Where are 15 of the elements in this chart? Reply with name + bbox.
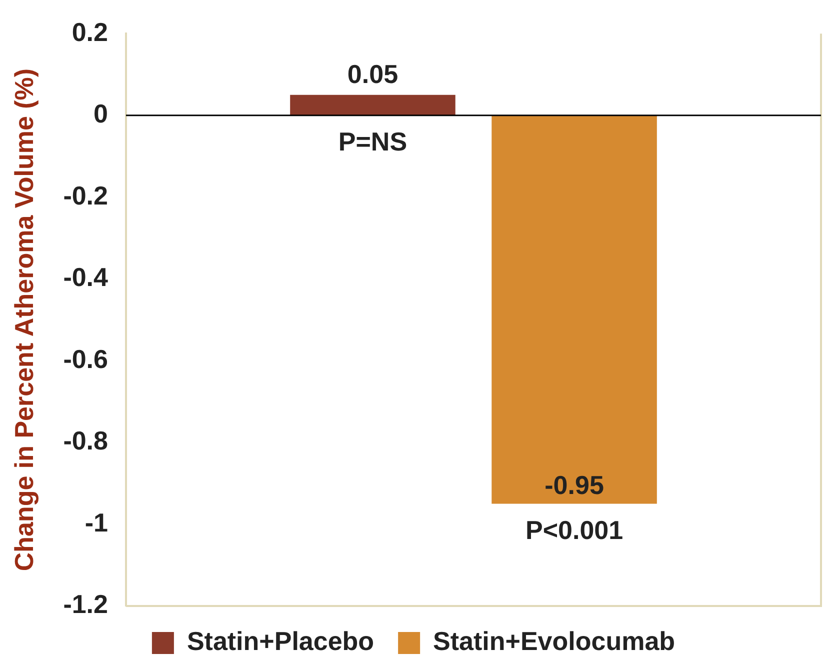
annotation: P=NS: [338, 126, 408, 157]
legend-label: Statin+Evolocumab: [433, 626, 676, 656]
y-tick-label: -0.6: [63, 344, 108, 374]
y-tick-label: -0.2: [63, 180, 108, 210]
y-tick-label: -1: [84, 507, 108, 538]
y-tick-label: -0.4: [63, 262, 109, 292]
legend-label: Statin+Placebo: [186, 626, 374, 656]
data-label: -0.95: [544, 470, 604, 500]
annotation: P<0.001: [525, 514, 624, 545]
y-axis-title: Change in Percent Atheroma Volume (%): [8, 68, 39, 572]
y-tick-label: -1.2: [63, 589, 108, 620]
y-tick-label: -0.8: [63, 426, 108, 456]
data-label: 0.05: [347, 59, 398, 90]
y-tick-label: 0: [94, 98, 108, 129]
y-tick-label: 0.2: [72, 16, 108, 47]
